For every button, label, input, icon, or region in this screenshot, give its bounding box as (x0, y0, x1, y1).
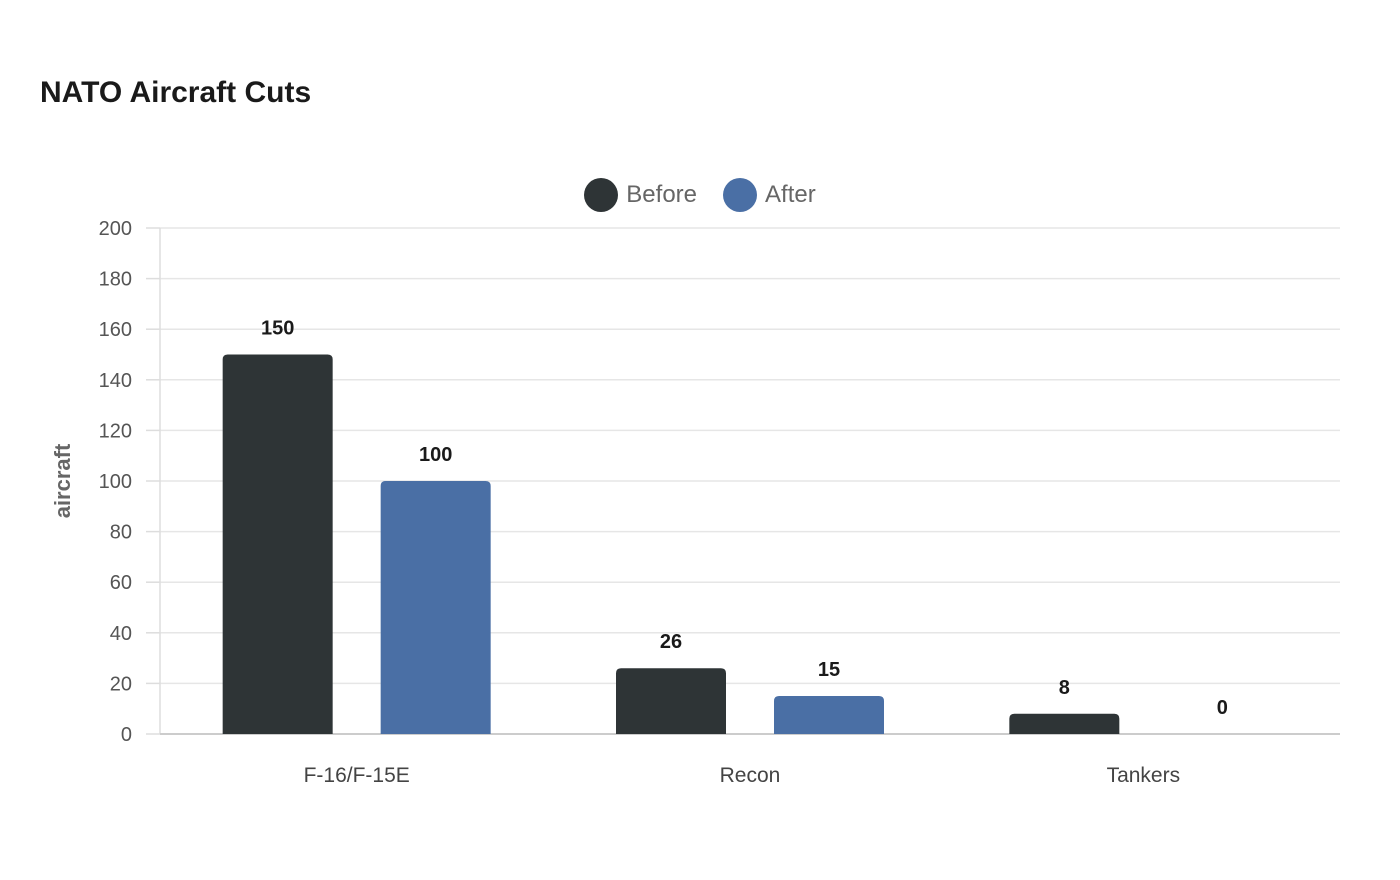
legend-swatch-after (723, 178, 758, 212)
data-label-after-tankers: 0 (1217, 697, 1228, 719)
data-labels: 150 100 26 15 8 0 (261, 318, 1228, 720)
data-label-before-recon: 26 (660, 631, 682, 653)
y-tick-label: 20 (110, 673, 132, 695)
legend-swatch-before (584, 178, 619, 212)
legend-label-before: Before (626, 181, 698, 208)
bar-before-recon[interactable] (616, 668, 726, 734)
legend: Before After (0, 178, 1400, 212)
x-tick-label: Tankers (1107, 764, 1181, 787)
bar-after-f-16-f-15e[interactable] (380, 481, 491, 734)
legend-label-after: After (765, 181, 816, 208)
y-tick-label: 0 (121, 724, 132, 746)
x-tick-label: F-16/F-15E (304, 764, 410, 787)
bar-before-f-16-f-15e[interactable] (222, 354, 333, 735)
data-label-after-f-16-f-15e: 100 (419, 444, 452, 466)
y-tick-label: 80 (110, 522, 132, 544)
y-axis-title: aircraft (50, 443, 75, 518)
y-tick-label: 60 (110, 572, 132, 594)
bar-after-recon[interactable] (774, 696, 884, 734)
y-tick-label: 160 (99, 319, 132, 341)
legend-item-after[interactable]: After (723, 178, 816, 212)
y-tick-label: 40 (110, 623, 132, 645)
data-label-before-tankers: 8 (1059, 677, 1070, 699)
y-tick-label: 200 (99, 218, 132, 240)
data-label-after-recon: 15 (818, 659, 840, 681)
bar-before-tankers[interactable] (1009, 713, 1120, 734)
y-tick-label: 140 (99, 370, 132, 392)
x-tick-label: Recon (720, 764, 781, 787)
grid-lines (146, 227, 1340, 735)
legend-item-before[interactable]: Before (584, 178, 697, 212)
chart-title: NATO Aircraft Cuts (40, 76, 312, 109)
data-label-before-f-16-f-15e: 150 (261, 318, 294, 340)
y-tick-label: 120 (99, 420, 132, 442)
y-tick-label: 180 (99, 269, 132, 291)
y-tick-label: 100 (99, 471, 132, 493)
bars (222, 354, 1120, 735)
